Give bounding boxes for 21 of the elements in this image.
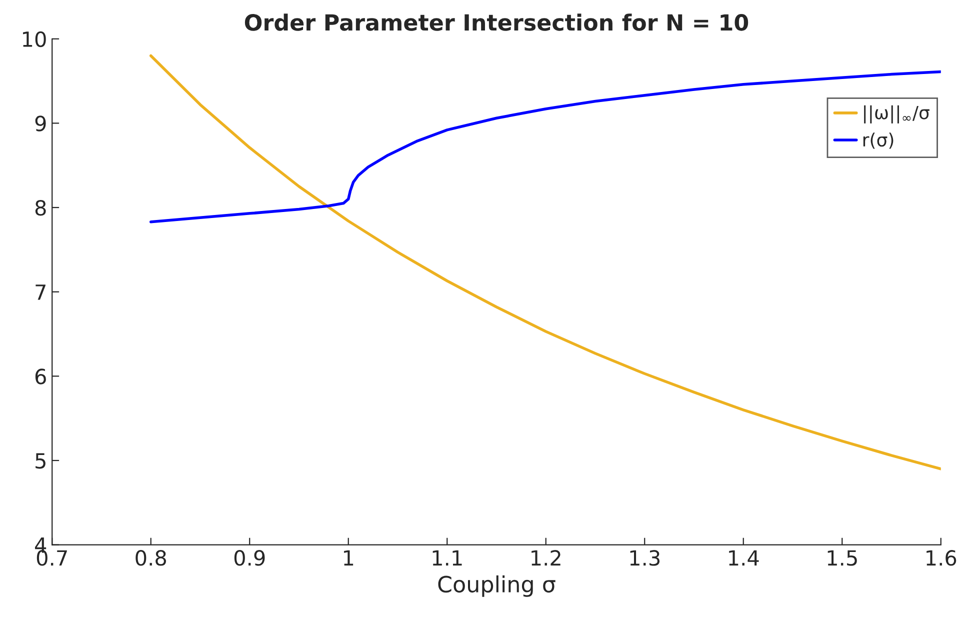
y-tick-label: 6	[35, 368, 46, 384]
y-tick-label: 8	[35, 200, 46, 216]
x-tick-label: 1.1	[432, 550, 462, 566]
chart-title: Order Parameter Intersection for N = 10	[244, 14, 748, 31]
x-tick-label: 0.8	[136, 550, 166, 566]
x-axis-title: Coupling σ	[438, 575, 556, 597]
y-tick-label: 10	[23, 31, 46, 48]
y-tick-label: 9	[35, 116, 46, 132]
x-tick-label: 1.5	[828, 550, 857, 566]
legend-label: r(σ)	[863, 132, 894, 149]
x-tick-label: 0.9	[234, 550, 265, 566]
x-tick-label: 1.6	[926, 550, 956, 566]
legend-label: ||ω||$_{∞}$/σ	[864, 105, 930, 124]
y-tick-label: 5	[36, 453, 46, 469]
x-tick-label: 1.2	[532, 550, 560, 566]
x-tick-label: 1	[344, 550, 354, 566]
x-tick-label: 1.4	[729, 550, 759, 566]
line-series	[149, 70, 941, 224]
line-series	[149, 54, 941, 470]
x-tick-label: 1.3	[630, 550, 660, 566]
y-tick-label: 7	[36, 284, 46, 300]
